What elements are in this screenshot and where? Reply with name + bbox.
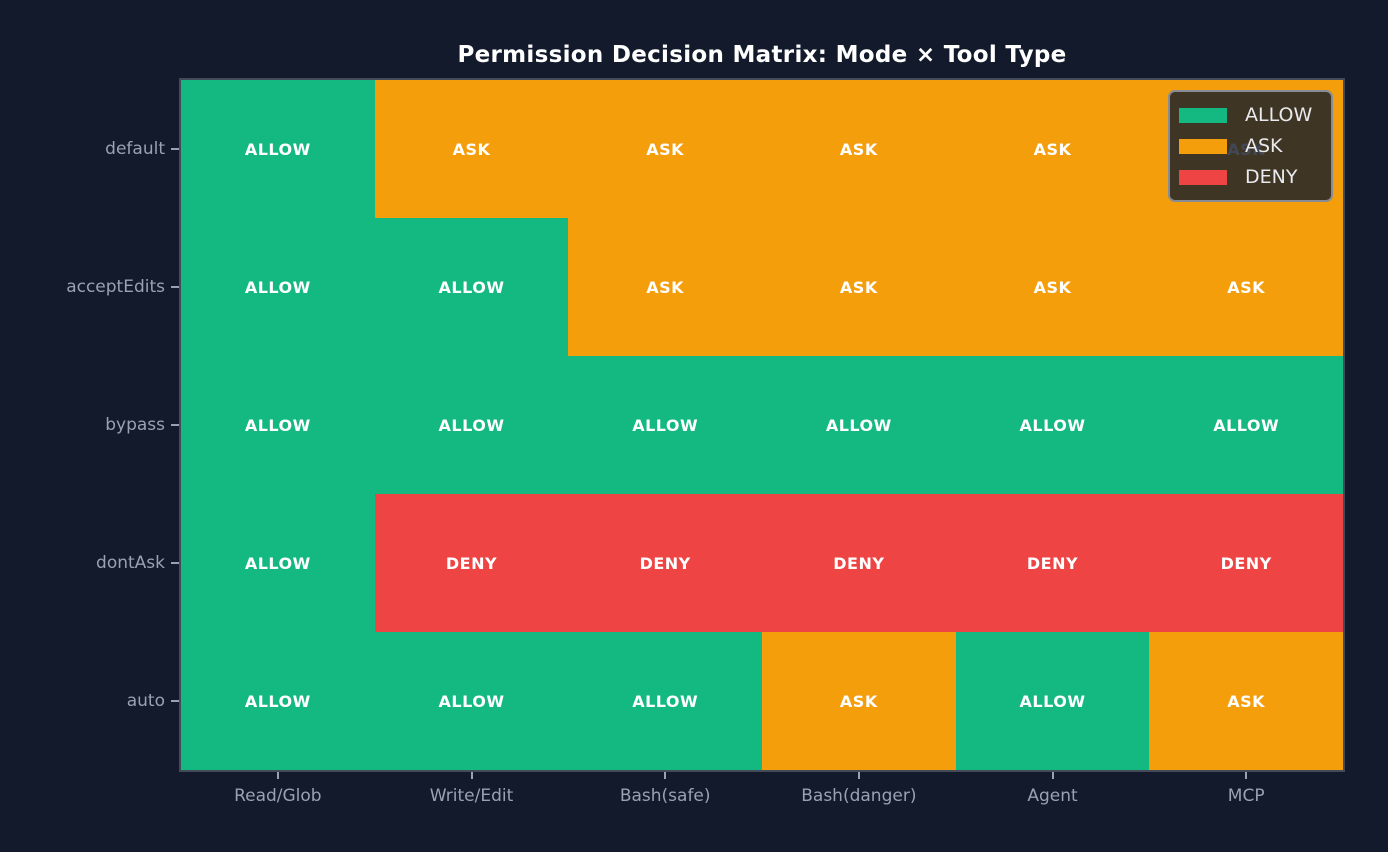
heatmap-grid: ALLOWASKASKASKASKASKALLOWALLOWASKASKASKA…: [179, 78, 1345, 772]
y-tick-label: dontAsk: [96, 553, 165, 573]
y-tick-mark: [171, 286, 179, 288]
x-tick-mark: [664, 772, 667, 779]
heatmap-cell-bypass-Bash(safe): ALLOW: [568, 356, 762, 494]
legend-label: DENY: [1245, 166, 1298, 188]
x-tick-label: MCP: [1227, 786, 1265, 806]
y-tick-row-auto: auto: [0, 632, 179, 770]
heatmap-cell-acceptEdits-MCP: ASK: [1149, 218, 1343, 356]
heatmap-cell-dontAsk-Read/Glob: ALLOW: [181, 494, 375, 632]
y-axis: default acceptEdits bypass dontAsk auto: [0, 80, 179, 770]
legend-swatch-icon: [1179, 107, 1227, 123]
x-tick-col-MCP: MCP: [1149, 772, 1343, 806]
heatmap-cell-default-Bash(safe): ASK: [568, 80, 762, 218]
heatmap-cell-acceptEdits-Read/Glob: ALLOW: [181, 218, 375, 356]
y-tick-mark: [171, 424, 179, 426]
legend-entry-DENY: DENY: [1179, 166, 1321, 188]
legend-entry-ASK: ASK: [1179, 135, 1321, 157]
y-tick-mark: [171, 700, 179, 702]
heatmap-cell-acceptEdits-Bash(danger): ASK: [762, 218, 956, 356]
heatmap-cell-auto-Write/Edit: ALLOW: [374, 632, 569, 770]
heatmap-cell-bypass-Agent: ALLOW: [955, 356, 1150, 494]
x-tick-label: Bash(safe): [619, 786, 711, 806]
x-tick-col-Read/Glob: Read/Glob: [181, 772, 375, 806]
heatmap-cell-default-Bash(danger): ASK: [762, 80, 956, 218]
heatmap-cell-acceptEdits-Agent: ASK: [955, 218, 1150, 356]
x-tick-col-Agent: Agent: [956, 772, 1150, 806]
x-tick-mark: [1245, 772, 1248, 779]
heatmap-cell-default-Agent: ASK: [955, 80, 1150, 218]
x-tick-label: Read/Glob: [234, 786, 322, 806]
y-tick-row-dontAsk: dontAsk: [0, 494, 179, 632]
y-tick-mark: [171, 562, 179, 564]
heatmap-cell-dontAsk-MCP: DENY: [1149, 494, 1343, 632]
heatmap-cell-acceptEdits-Write/Edit: ALLOW: [374, 218, 569, 356]
heatmap-cell-dontAsk-Bash(safe): DENY: [568, 494, 762, 632]
y-tick-row-default: default: [0, 80, 179, 218]
x-tick-col-Bash(safe): Bash(safe): [568, 772, 762, 806]
heatmap-cell-default-Read/Glob: ALLOW: [181, 80, 375, 218]
heatmap-cell-bypass-Read/Glob: ALLOW: [181, 356, 375, 494]
x-tick-mark: [470, 772, 473, 779]
heatmap-cell-bypass-Bash(danger): ALLOW: [762, 356, 956, 494]
heatmap-cell-bypass-Write/Edit: ALLOW: [374, 356, 569, 494]
x-tick-mark: [276, 772, 279, 779]
heatmap-cell-dontAsk-Write/Edit: DENY: [374, 494, 569, 632]
heatmap-cell-auto-Bash(safe): ALLOW: [568, 632, 762, 770]
chart-title: Permission Decision Matrix: Mode × Tool …: [457, 42, 1067, 68]
heatmap-cell-auto-Bash(danger): ASK: [762, 632, 956, 770]
heatmap-cell-auto-MCP: ASK: [1149, 632, 1343, 770]
x-tick-label: Bash(danger): [801, 786, 917, 806]
y-tick-row-acceptEdits: acceptEdits: [0, 218, 179, 356]
y-tick-mark: [171, 148, 179, 150]
legend: ALLOW ASK DENY: [1168, 90, 1333, 202]
heatmap-cell-auto-Read/Glob: ALLOW: [181, 632, 375, 770]
x-tick-mark: [857, 772, 860, 779]
x-axis: Read/Glob Write/Edit Bash(safe) Bash(danger…: [181, 772, 1343, 806]
x-tick-col-Write/Edit: Write/Edit: [375, 772, 569, 806]
y-tick-label: auto: [126, 691, 165, 711]
legend-label: ALLOW: [1245, 104, 1313, 126]
y-tick-label: default: [105, 139, 165, 159]
heatmap-cell-auto-Agent: ALLOW: [955, 632, 1150, 770]
legend-entry-ALLOW: ALLOW: [1179, 104, 1321, 126]
legend-swatch-icon: [1179, 169, 1227, 185]
y-tick-row-bypass: bypass: [0, 356, 179, 494]
y-tick-label: acceptEdits: [66, 277, 165, 297]
heatmap-cell-bypass-MCP: ALLOW: [1149, 356, 1343, 494]
heatmap-cell-acceptEdits-Bash(safe): ASK: [568, 218, 762, 356]
x-tick-label: Write/Edit: [429, 786, 514, 806]
x-tick-mark: [1051, 772, 1054, 779]
heatmap-cell-default-Write/Edit: ASK: [374, 80, 569, 218]
legend-swatch-icon: [1179, 138, 1227, 154]
x-tick-col-Bash(danger): Bash(danger): [762, 772, 956, 806]
y-tick-label: bypass: [105, 415, 165, 435]
heatmap-cell-dontAsk-Agent: DENY: [955, 494, 1150, 632]
legend-label: ASK: [1245, 135, 1283, 157]
x-tick-label: Agent: [1027, 786, 1078, 806]
heatmap-cell-dontAsk-Bash(danger): DENY: [762, 494, 956, 632]
